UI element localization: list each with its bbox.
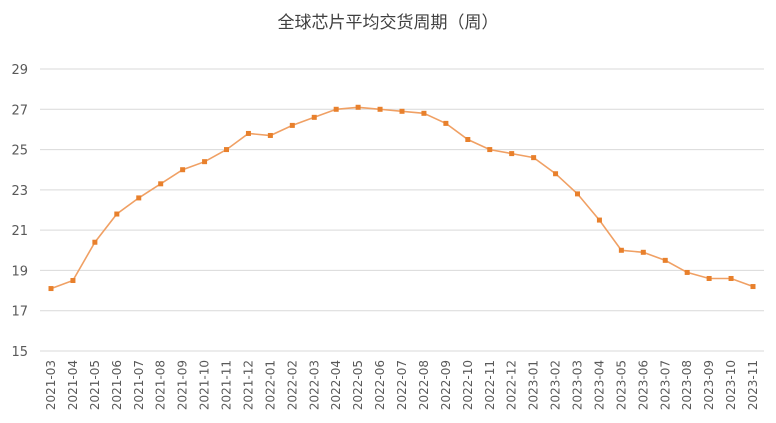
series-line [50, 106, 754, 290]
x-tick-label: 2022-02 [285, 360, 299, 410]
x-tick-label: 2023-09 [702, 360, 716, 410]
y-tick-label: 25 [11, 144, 28, 159]
data-point [399, 108, 405, 114]
x-tick-label: 2023-11 [746, 360, 760, 410]
data-point [662, 257, 668, 263]
x-tick-label: 2022-03 [307, 360, 321, 410]
data-point [443, 120, 449, 126]
y-tick-label: 29 [11, 63, 28, 78]
data-point [728, 275, 734, 281]
data-point [333, 106, 339, 112]
data-point [575, 191, 580, 197]
data-point [267, 132, 273, 138]
gridlines [40, 68, 764, 352]
y-axis-ticks: 15 17 19 21 23 25 27 29 [11, 63, 28, 360]
data-point [706, 275, 712, 281]
y-tick-label: 21 [11, 224, 28, 239]
data-point [311, 114, 317, 120]
x-tick-label: 2021-09 [176, 360, 190, 410]
data-point [158, 181, 164, 187]
data-point [92, 239, 98, 245]
data-point [114, 211, 120, 217]
x-tick-label: 2023-03 [571, 360, 585, 410]
x-tick-label: 2022-01 [263, 360, 277, 410]
data-point [421, 110, 427, 116]
x-tick-label: 2021-03 [44, 360, 58, 410]
data-point [202, 159, 208, 165]
x-tick-label: 2023-07 [658, 360, 672, 410]
y-tick-label: 19 [11, 264, 28, 279]
x-tick-label: 2023-04 [592, 360, 606, 410]
data-point [224, 147, 229, 153]
data-point [289, 122, 295, 128]
x-tick-label: 2023-10 [724, 360, 738, 410]
x-tick-label: 2021-07 [132, 360, 146, 410]
x-tick-label: 2022-09 [439, 360, 453, 410]
x-tick-label: 2023-08 [680, 360, 694, 410]
y-tick-label: 23 [11, 184, 28, 199]
data-point [180, 167, 186, 173]
x-tick-label: 2022-04 [329, 360, 343, 410]
x-tick-label: 2023-05 [614, 360, 628, 410]
x-tick-label: 2021-05 [88, 360, 102, 410]
data-point [355, 104, 361, 110]
y-tick-label: 27 [11, 103, 28, 118]
x-tick-label: 2021-08 [154, 360, 168, 410]
data-point [596, 217, 602, 223]
data-point [465, 137, 471, 142]
data-point [70, 278, 76, 283]
data-point [684, 269, 690, 275]
x-tick-label: 2022-05 [351, 360, 365, 410]
data-point [750, 284, 756, 290]
x-tick-label: 2023-01 [527, 360, 541, 410]
x-tick-label: 2022-08 [417, 360, 431, 410]
x-tick-label: 2023-02 [549, 360, 563, 410]
x-tick-label: 2021-04 [66, 360, 80, 410]
x-tick-label: 2022-12 [505, 360, 519, 410]
x-tick-label: 2021-06 [110, 360, 124, 410]
series [48, 104, 756, 292]
x-axis-ticks: 2021-03 2021-04 2021-05 2021-06 2021-07 2021-… [44, 360, 760, 410]
x-tick-label: 2021-11 [220, 360, 234, 410]
data-point [618, 247, 624, 253]
data-point [377, 106, 383, 112]
data-point [553, 171, 559, 177]
y-tick-label: 17 [11, 305, 28, 320]
data-point [245, 130, 251, 136]
data-point [487, 147, 493, 153]
x-tick-label: 2022-07 [395, 360, 409, 410]
x-tick-label: 2023-06 [636, 360, 650, 410]
data-point [136, 195, 142, 201]
data-point [640, 249, 646, 255]
data-point [531, 155, 537, 161]
x-tick-label: 2022-11 [483, 360, 497, 410]
y-tick-label: 15 [11, 345, 28, 360]
x-tick-label: 2022-10 [461, 360, 475, 410]
x-tick-label: 2022-06 [373, 360, 387, 410]
data-point [509, 151, 515, 157]
data-point [48, 286, 54, 292]
x-tick-label: 2021-10 [198, 360, 212, 410]
x-tick-label: 2021-12 [241, 360, 255, 410]
chart-title: 全球芯片平均交货周期（周） [277, 13, 499, 33]
